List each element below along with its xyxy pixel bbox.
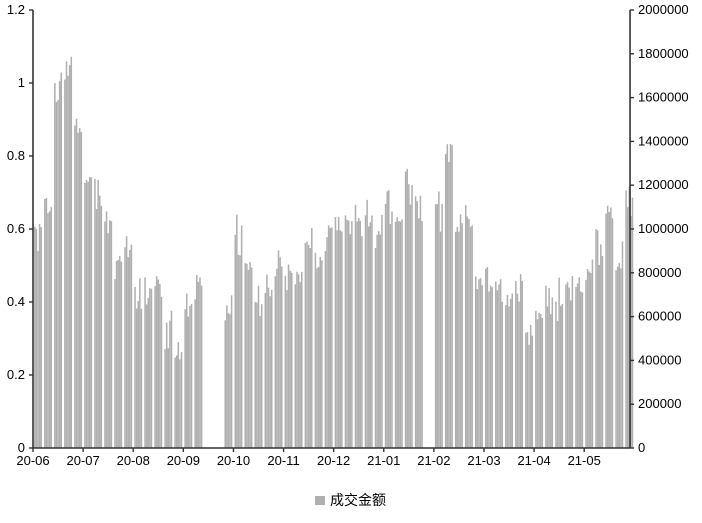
svg-text:200000: 200000 [638, 396, 681, 411]
svg-text:20-11: 20-11 [267, 453, 299, 468]
svg-text:1800000: 1800000 [638, 46, 689, 61]
svg-text:成交金额: 成交金额 [330, 492, 386, 508]
svg-text:21-04: 21-04 [517, 453, 550, 468]
svg-text:21-03: 21-03 [467, 453, 500, 468]
svg-text:20-08: 20-08 [117, 453, 150, 468]
svg-text:0: 0 [638, 440, 645, 455]
svg-text:1200000: 1200000 [638, 177, 689, 192]
svg-text:0.2: 0.2 [7, 367, 25, 382]
svg-text:21-01: 21-01 [367, 453, 400, 468]
svg-text:800000: 800000 [638, 265, 681, 280]
svg-text:0.6: 0.6 [7, 221, 25, 236]
svg-text:20-06: 20-06 [16, 453, 49, 468]
svg-text:400000: 400000 [638, 352, 681, 367]
svg-text:20-10: 20-10 [217, 453, 250, 468]
svg-text:21-05: 21-05 [568, 453, 601, 468]
svg-text:1: 1 [18, 75, 25, 90]
svg-text:0.8: 0.8 [7, 148, 25, 163]
svg-text:0.4: 0.4 [7, 294, 25, 309]
svg-text:2000000: 2000000 [638, 2, 689, 17]
svg-text:20-09: 20-09 [167, 453, 200, 468]
svg-text:1600000: 1600000 [638, 90, 689, 105]
svg-text:600000: 600000 [638, 309, 681, 324]
svg-text:1400000: 1400000 [638, 133, 689, 148]
svg-text:1000000: 1000000 [638, 221, 689, 236]
svg-text:20-07: 20-07 [66, 453, 99, 468]
svg-text:1.2: 1.2 [7, 2, 25, 17]
svg-text:21-02: 21-02 [417, 453, 450, 468]
svg-text:20-12: 20-12 [317, 453, 350, 468]
